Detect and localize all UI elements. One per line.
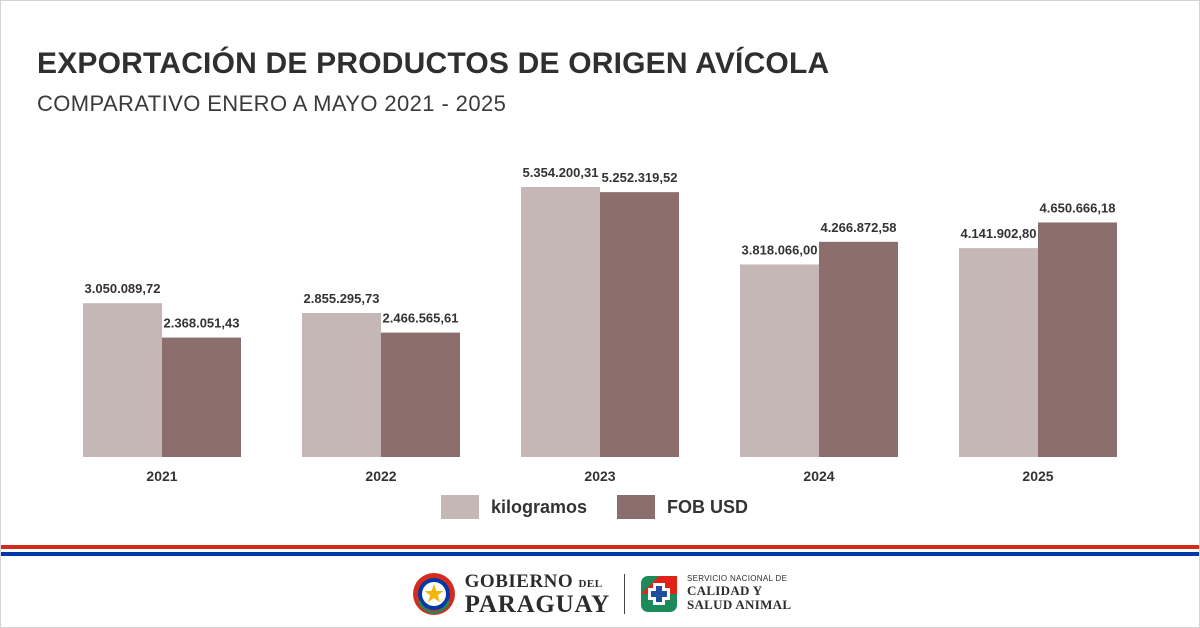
data-label-kilogramos-2021: 3.050.089,72: [85, 281, 161, 296]
data-label-fob-usd-2021: 2.368.051,43: [164, 316, 240, 331]
data-label-fob-usd-2024: 4.266.872,58: [821, 220, 897, 235]
bar-fob-usd-2022: [381, 332, 460, 457]
bar-kilogramos-2024: [740, 264, 819, 457]
legend-label-kilogramos: kilogramos: [491, 496, 588, 517]
data-label-fob-usd-2022: 2.466.565,61: [383, 311, 459, 326]
data-label-kilogramos-2024: 3.818.066,00: [742, 242, 818, 257]
legend-item-kilogramos: kilogramos: [441, 495, 587, 519]
legend-swatch-fob-usd: [617, 495, 656, 519]
x-tick-label-2021: 2021: [146, 468, 177, 484]
senacsa-line3: SALUD ANIMAL: [686, 597, 792, 613]
bar-kilogramos-2022: [302, 313, 381, 457]
x-tick-label-2025: 2025: [1022, 468, 1053, 484]
bar-kilogramos-2025: [959, 248, 1038, 457]
senacsa-logo: SERVICIO NACIONAL DE CALIDAD Y SALUD ANI…: [639, 574, 791, 614]
data-label-kilogramos-2022: 2.855.295,73: [304, 291, 380, 306]
legend-swatch-kilogramos: [441, 495, 479, 519]
gobierno-logo: GOBIERNO DEL PARAGUAY: [411, 571, 610, 617]
data-label-kilogramos-2023: 5.354.200,31: [523, 165, 599, 180]
x-tick-label-2024: 2024: [803, 468, 834, 484]
data-label-fob-usd-2025: 4.650.666,18: [1040, 200, 1116, 215]
page-subtitle: COMPARATIVO ENERO A MAYO 2021 - 2025: [37, 91, 507, 116]
senacsa-line2: CALIDAD Y: [686, 583, 763, 599]
chart-legend: kilogramos FOB USD: [441, 495, 778, 519]
paraguay-seal-icon: [412, 573, 455, 615]
flag-stripe-blue: [1, 552, 1199, 556]
bar-fob-usd-2023: [600, 192, 679, 457]
data-label-kilogramos-2025: 4.141.902,80: [961, 226, 1037, 241]
footer-logos: GOBIERNO DEL PARAGUAY SERVICIO NACIONAL …: [1, 561, 1199, 627]
flag-stripe-white: [1, 549, 1199, 552]
senacsa-line1: SERVICIO NACIONAL DE: [686, 574, 788, 584]
gov-line1: GOBIERNO: [464, 570, 574, 592]
bar-chart: 3.050.089,72 2.368.051,43 2021 2.855.295,73…: [83, 165, 1117, 484]
page-title: EXPORTACIÓN DE PRODUCTOS DE ORIGEN AVÍCO…: [37, 47, 830, 80]
senacsa-emblem-icon: [640, 576, 677, 612]
legend-item-fob-usd: FOB USD: [617, 495, 748, 519]
data-label-fob-usd-2023: 5.252.319,52: [602, 170, 678, 185]
gov-del: DEL: [578, 577, 603, 590]
bar-fob-usd-2025: [1038, 222, 1117, 457]
bar-kilogramos-2023: [521, 187, 600, 457]
logo-divider: [623, 574, 625, 614]
x-tick-label-2022: 2022: [365, 468, 396, 484]
bar-fob-usd-2024: [819, 241, 898, 457]
x-tick-label-2023: 2023: [584, 468, 615, 484]
bar-kilogramos-2021: [83, 303, 162, 457]
flag-stripe-red: [1, 545, 1199, 549]
gov-line2: PARAGUAY: [464, 590, 610, 618]
bar-fob-usd-2021: [162, 337, 241, 457]
legend-label-fob-usd: FOB USD: [667, 496, 749, 517]
